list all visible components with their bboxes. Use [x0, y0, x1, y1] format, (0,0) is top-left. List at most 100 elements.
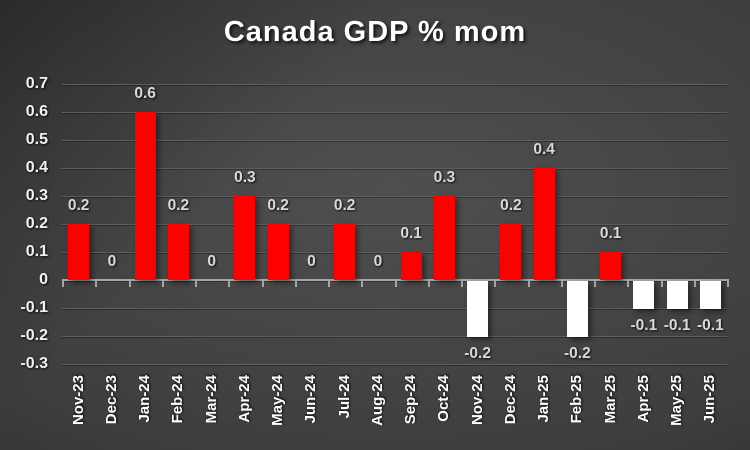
y-gridline: [62, 168, 727, 169]
x-axis-tick-mark: [594, 281, 596, 287]
bar-Jul-24[interactable]: [334, 224, 356, 280]
y-axis-tick-label: 0.2: [25, 215, 48, 232]
data-label-Nov-23: 0.2: [67, 197, 90, 214]
bar-Nov-24[interactable]: [467, 281, 489, 337]
x-axis-tick-mark: [161, 281, 164, 287]
data-label-Jan-25: 0.4: [533, 141, 555, 158]
data-label-Aug-24: 0: [373, 253, 383, 270]
x-axis-tick-mark: [294, 281, 297, 287]
bar-Nov-23[interactable]: [68, 224, 90, 280]
x-axis-tick-mark: [62, 281, 64, 287]
x-axis-tick-mark: [560, 281, 563, 287]
x-axis-label-Apr-25: Apr-25: [634, 375, 652, 423]
x-axis-tick-mark: [328, 281, 330, 287]
bar-Jan-25[interactable]: [533, 168, 555, 280]
y-gridline: [62, 252, 727, 253]
x-axis-line: [62, 279, 729, 281]
y-axis-tick-label: 0: [39, 271, 48, 288]
data-label-Dec-24: 0.2: [500, 197, 522, 214]
y-axis-tick-label: 0.4: [25, 159, 48, 176]
data-label-Mar-24: 0: [207, 253, 216, 270]
data-label-Mar-25: 0.1: [599, 225, 622, 242]
bar-Apr-25[interactable]: [633, 281, 655, 309]
x-axis-label-Oct-24: Oct-24: [435, 375, 453, 422]
x-axis-tick-mark: [361, 281, 364, 287]
x-axis-tick-mark: [527, 281, 530, 287]
x-axis-label-Dec-23: Dec-23: [102, 375, 120, 425]
data-label-Dec-23: 0: [107, 253, 117, 270]
bar-Feb-24[interactable]: [167, 224, 189, 280]
x-axis-tick-mark: [195, 281, 197, 287]
x-axis-tick-mark: [228, 281, 231, 287]
data-label-Feb-25: -0.2: [564, 345, 591, 362]
y-gridline: [62, 364, 727, 365]
bar-Jan-24[interactable]: [134, 112, 156, 280]
y-axis-tick-label: 0.3: [25, 187, 48, 204]
x-axis-label-Dec-24: Dec-24: [501, 375, 519, 425]
y-gridline: [62, 336, 727, 337]
data-label-Jun-24: 0: [307, 253, 316, 270]
data-label-Sep-24: 0.1: [400, 225, 422, 242]
x-axis-tick-mark: [261, 281, 264, 287]
y-axis-tick-label: 0.7: [25, 75, 48, 92]
y-gridline: [62, 224, 727, 225]
x-axis-label-Jun-25: Jun-25: [701, 375, 719, 424]
x-axis-label-Mar-24: Mar-24: [202, 375, 220, 424]
bar-Jun-25[interactable]: [699, 281, 721, 309]
data-label-Jun-25: -0.1: [697, 317, 724, 334]
y-axis-tick-label: -0.2: [20, 327, 48, 344]
y-axis-tick-label: -0.1: [20, 299, 48, 316]
x-axis-tick-mark: [95, 281, 98, 287]
x-axis-label-May-25: May-25: [668, 375, 686, 426]
y-gridline: [62, 140, 727, 141]
data-label-May-25: -0.1: [663, 317, 691, 334]
bar-Feb-25[interactable]: [566, 281, 588, 337]
y-gridline: [62, 112, 727, 113]
x-axis-label-Nov-24: Nov-24: [468, 375, 486, 426]
x-axis-label-Mar-25: Mar-25: [601, 375, 619, 424]
x-axis-tick-mark: [727, 281, 729, 287]
x-axis-tick-mark: [660, 281, 663, 287]
y-axis-tick-label: -0.3: [20, 355, 48, 372]
y-gridline: [62, 308, 727, 309]
data-label-Oct-24: 0.3: [433, 169, 456, 186]
x-axis-tick-mark: [627, 281, 630, 287]
x-axis-tick-mark: [461, 281, 463, 287]
x-axis-label-Feb-24: Feb-24: [169, 375, 187, 424]
data-label-Jul-24: 0.2: [333, 197, 356, 214]
x-axis-tick-mark: [394, 281, 397, 287]
x-axis-label-Jan-24: Jan-24: [136, 375, 154, 423]
bar-May-24[interactable]: [267, 224, 289, 280]
data-label-May-24: 0.2: [267, 197, 289, 214]
bar-May-25[interactable]: [666, 281, 688, 309]
data-label-Apr-24: 0.3: [234, 169, 256, 186]
x-axis-tick-mark: [427, 281, 430, 287]
x-axis-label-Jul-24: Jul-24: [335, 375, 353, 419]
bar-Apr-24[interactable]: [234, 196, 256, 280]
y-axis-tick-label: 0.6: [25, 103, 48, 120]
bar-Sep-24[interactable]: [400, 252, 422, 280]
x-axis-tick-mark: [693, 281, 696, 287]
x-axis-label-Jun-24: Jun-24: [302, 375, 320, 424]
y-axis-tick-label: 0.5: [25, 131, 48, 148]
y-gridline: [62, 196, 727, 197]
bar-Oct-24[interactable]: [433, 196, 455, 280]
x-axis-label-Jan-25: Jan-25: [535, 375, 553, 423]
x-axis-label-Sep-24: Sep-24: [402, 375, 420, 425]
x-axis-label-Feb-25: Feb-25: [568, 375, 586, 424]
chart-title: Canada GDP % mom: [223, 16, 527, 48]
x-axis-label-Nov-23: Nov-23: [69, 375, 87, 426]
x-axis-label-May-24: May-24: [269, 375, 287, 426]
data-label-Apr-25: -0.1: [630, 317, 658, 334]
data-label-Jan-24: 0.6: [134, 85, 156, 102]
bar-Dec-24[interactable]: [500, 224, 522, 280]
data-label-Nov-24: -0.2: [464, 345, 491, 362]
y-gridline: [62, 84, 727, 85]
y-axis-tick-label: 0.1: [25, 243, 48, 260]
bar-Mar-25[interactable]: [600, 252, 622, 280]
x-axis-tick-mark: [494, 281, 497, 287]
x-axis-label-Apr-24: Apr-24: [235, 375, 253, 423]
data-label-Feb-24: 0.2: [167, 197, 190, 214]
x-axis-tick-mark: [128, 281, 131, 287]
